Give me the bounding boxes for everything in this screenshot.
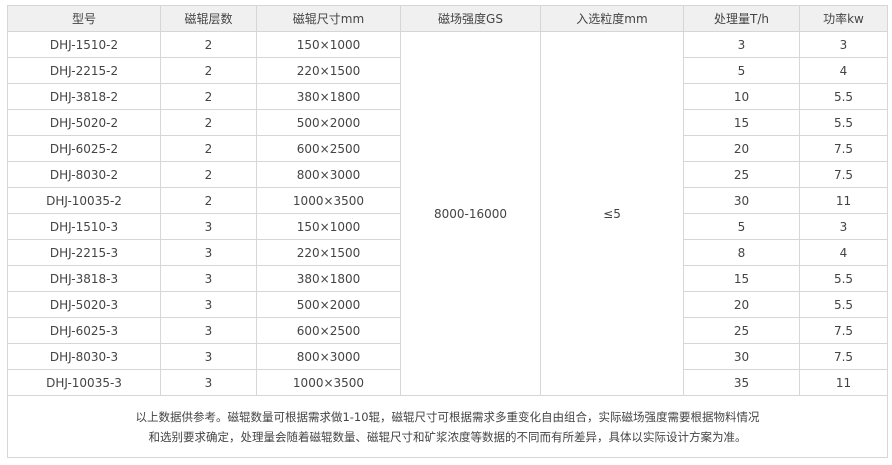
roller-size-cell: 150×1000 <box>256 213 401 240</box>
capacity-cell: 20 <box>683 291 800 318</box>
roller-size-cell: 220×1500 <box>256 239 401 266</box>
model-cell: DHJ-5020-3 <box>7 291 161 318</box>
roller-layers-cell: 3 <box>160 265 257 292</box>
roller-size-cell: 800×3000 <box>256 343 401 370</box>
model-cell: DHJ-10035-2 <box>7 187 161 214</box>
roller-layers-cell: 2 <box>160 161 257 188</box>
capacity-cell: 8 <box>683 239 800 266</box>
power-cell: 5.5 <box>799 83 888 110</box>
roller-size-cell: 600×2500 <box>256 317 401 344</box>
roller-layers-cell: 3 <box>160 317 257 344</box>
table-row: DHJ-1510-2 2 150×1000 8000-16000 ≤5 3 3 <box>7 31 888 396</box>
roller-size-cell: 1000×3500 <box>256 187 401 214</box>
power-cell: 3 <box>799 213 888 240</box>
roller-layers-cell: 2 <box>160 31 257 58</box>
model-cell: DHJ-8030-2 <box>7 161 161 188</box>
footnote: 以上数据供参考。磁辊数量可根据需求做1-10辊，磁辊尺寸可根据需求多重变化自由组… <box>7 395 888 458</box>
power-cell: 5.5 <box>799 109 888 136</box>
table-row: DHJ-3818-3 3 380×1800 15 5.5 <box>7 265 888 292</box>
capacity-cell: 25 <box>683 161 800 188</box>
roller-size-cell: 380×1800 <box>256 83 401 110</box>
table-row: DHJ-10035-2 2 1000×3500 30 11 <box>7 187 888 214</box>
table-row: DHJ-5020-3 3 500×2000 20 5.5 <box>7 291 888 318</box>
roller-size-cell: 500×2000 <box>256 291 401 318</box>
capacity-cell: 3 <box>683 31 800 58</box>
roller-layers-cell: 3 <box>160 369 257 396</box>
model-cell: DHJ-6025-2 <box>7 135 161 162</box>
power-cell: 11 <box>799 187 888 214</box>
power-cell: 11 <box>799 369 888 396</box>
table-row: DHJ-10035-3 3 1000×3500 35 11 <box>7 369 888 396</box>
capacity-cell: 5 <box>683 213 800 240</box>
model-cell: DHJ-1510-2 <box>7 31 161 58</box>
model-cell: DHJ-1510-3 <box>7 213 161 240</box>
column-header: 入选粒度mm <box>540 5 684 32</box>
model-cell: DHJ-10035-3 <box>7 369 161 396</box>
roller-layers-cell: 2 <box>160 187 257 214</box>
header-row: 型号 磁辊层数 磁辊尺寸mm 磁场强度GS 入选粒度mm 处理量T/h 功率kw <box>7 5 888 32</box>
roller-size-cell: 800×3000 <box>256 161 401 188</box>
roller-layers-cell: 3 <box>160 343 257 370</box>
capacity-cell: 15 <box>683 265 800 292</box>
column-header: 磁场强度GS <box>400 5 541 32</box>
table-row: DHJ-2215-3 3 220×1500 8 4 <box>7 239 888 266</box>
capacity-cell: 5 <box>683 57 800 84</box>
capacity-cell: 20 <box>683 135 800 162</box>
column-header: 功率kw <box>799 5 888 32</box>
roller-size-cell: 1000×3500 <box>256 369 401 396</box>
model-cell: DHJ-3818-2 <box>7 83 161 110</box>
table-row: DHJ-5020-2 2 500×2000 15 5.5 <box>7 109 888 136</box>
power-cell: 4 <box>799 57 888 84</box>
roller-size-cell: 500×2000 <box>256 109 401 136</box>
roller-layers-cell: 3 <box>160 291 257 318</box>
table-row: DHJ-1510-3 3 150×1000 5 3 <box>7 213 888 240</box>
model-cell: DHJ-8030-3 <box>7 343 161 370</box>
power-cell: 7.5 <box>799 317 888 344</box>
capacity-cell: 35 <box>683 369 800 396</box>
feed-size-cell: ≤5 <box>540 31 684 396</box>
roller-size-cell: 150×1000 <box>256 31 401 58</box>
roller-layers-cell: 2 <box>160 57 257 84</box>
table-row: DHJ-3818-2 2 380×1800 10 5.5 <box>7 83 888 110</box>
power-cell: 4 <box>799 239 888 266</box>
roller-layers-cell: 3 <box>160 239 257 266</box>
capacity-cell: 30 <box>683 187 800 214</box>
column-header: 处理量T/h <box>683 5 800 32</box>
capacity-cell: 25 <box>683 317 800 344</box>
capacity-cell: 10 <box>683 83 800 110</box>
field-strength-cell: 8000-16000 <box>400 31 541 396</box>
model-cell: DHJ-2215-3 <box>7 239 161 266</box>
model-cell: DHJ-3818-3 <box>7 265 161 292</box>
power-cell: 3 <box>799 31 888 58</box>
roller-layers-cell: 2 <box>160 135 257 162</box>
roller-size-cell: 600×2500 <box>256 135 401 162</box>
roller-size-cell: 220×1500 <box>256 57 401 84</box>
capacity-cell: 15 <box>683 109 800 136</box>
model-cell: DHJ-2215-2 <box>7 57 161 84</box>
model-cell: DHJ-6025-3 <box>7 317 161 344</box>
power-cell: 7.5 <box>799 343 888 370</box>
roller-size-cell: 380×1800 <box>256 265 401 292</box>
roller-layers-cell: 2 <box>160 109 257 136</box>
power-cell: 7.5 <box>799 135 888 162</box>
spec-table: 型号 磁辊层数 磁辊尺寸mm 磁场强度GS 入选粒度mm 处理量T/h 功率kw DHJ-1… <box>7 5 888 458</box>
roller-layers-cell: 3 <box>160 213 257 240</box>
column-header: 磁辊层数 <box>160 5 257 32</box>
power-cell: 5.5 <box>799 291 888 318</box>
column-header: 磁辊尺寸mm <box>256 5 401 32</box>
model-cell: DHJ-5020-2 <box>7 109 161 136</box>
roller-layers-cell: 2 <box>160 83 257 110</box>
power-cell: 7.5 <box>799 161 888 188</box>
capacity-cell: 30 <box>683 343 800 370</box>
power-cell: 5.5 <box>799 265 888 292</box>
column-header: 型号 <box>7 5 161 32</box>
table-row: DHJ-8030-3 3 800×3000 30 7.5 <box>7 343 888 370</box>
